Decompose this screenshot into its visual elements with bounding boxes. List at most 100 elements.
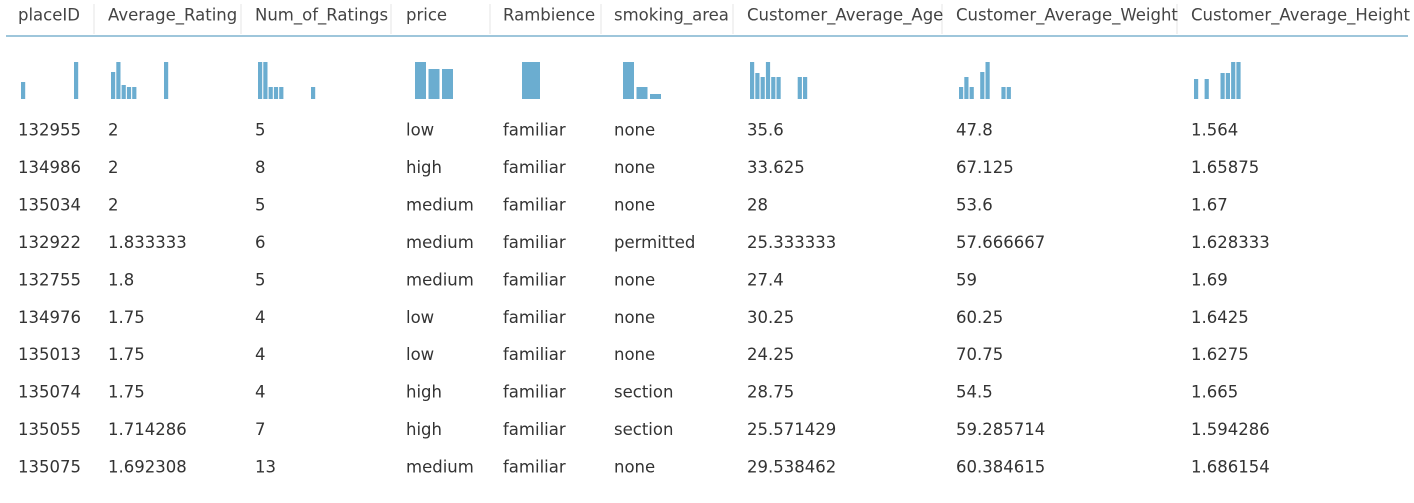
histogram-bar [415,62,426,99]
cell: none [614,121,655,140]
cell: 4 [255,345,266,364]
histogram-bar [776,77,781,99]
histogram-bar [442,69,453,99]
cell: 135034 [18,195,81,214]
cell: 27.4 [747,270,784,289]
column-header: Customer_Average_Height [1191,6,1410,26]
cell: 6 [255,233,266,252]
histogram-bar [126,87,132,99]
column-header: price [406,6,447,25]
cell: 1.65875 [1191,158,1259,177]
cell: 24.25 [747,345,794,364]
cell: familiar [503,420,566,439]
cell: medium [406,233,474,252]
cell: 1.692308 [108,458,187,477]
cell: high [406,158,442,177]
cell: high [406,420,442,439]
cell: 29.538462 [747,458,836,477]
cell: none [614,270,655,289]
cell: 1.8 [108,270,134,289]
histogram-bar [111,72,116,99]
histogram-bar [1236,62,1241,99]
cell: 25.333333 [747,233,836,252]
cell: 1.67 [1191,195,1228,214]
cell: 1.75 [108,308,145,327]
histogram-bar [636,87,648,99]
cell: medium [406,195,474,214]
histogram-bar [311,87,316,99]
cell: 1.628333 [1191,233,1270,252]
histogram-bar [959,87,964,99]
cell: 4 [255,308,266,327]
histogram-bar [771,77,776,99]
cell: 1.833333 [108,233,187,252]
histogram-bar [273,87,279,99]
histogram-bar [1006,87,1011,99]
cell: low [406,121,434,140]
column-header: Num_of_Ratings [255,6,388,26]
cell: 135013 [18,345,81,364]
histogram-bar [760,77,765,99]
histogram-bar [1220,73,1225,99]
histogram-bar [969,87,974,99]
cell: 28.75 [747,383,794,402]
cell: 59.285714 [956,420,1045,439]
cell: none [614,308,655,327]
histogram-bar [164,62,169,99]
cell: 2 [108,158,119,177]
column-header: Customer_Average_Weight [956,6,1178,26]
cell: familiar [503,458,566,477]
cell: familiar [503,121,566,140]
cell: 60.384615 [956,458,1045,477]
cell: 2 [108,195,119,214]
cell: 135074 [18,383,81,402]
column-header: Customer_Average_Age [747,6,943,26]
histogram-bar [74,62,79,99]
histogram-bar [980,72,985,99]
histogram-bar [132,87,137,99]
cell: 53.6 [956,195,993,214]
cell: familiar [503,345,566,364]
cell: 1.6425 [1191,308,1249,327]
cell: 47.8 [956,121,993,140]
histogram-bar [116,62,121,99]
cell: familiar [503,233,566,252]
cell: 2 [108,121,119,140]
cell: 70.75 [956,345,1003,364]
cell: 134986 [18,158,81,177]
cell: 1.665 [1191,383,1238,402]
histogram-bar [1194,79,1199,99]
histogram-bar [428,69,440,99]
cell: none [614,458,655,477]
histogram-bar [765,62,771,99]
cell: 57.666667 [956,233,1045,252]
cell: 132922 [18,233,81,252]
cell: 5 [255,121,266,140]
cell: 13 [255,458,276,477]
cell: 60.25 [956,308,1003,327]
cell: 1.686154 [1191,458,1270,477]
cell: 5 [255,270,266,289]
cell: medium [406,270,474,289]
cell: 25.571429 [747,420,836,439]
cell: low [406,345,434,364]
cell: low [406,308,434,327]
cell: 135075 [18,458,81,477]
histogram-bar [522,62,540,99]
cell: 5 [255,195,266,214]
column-header: smoking_area [614,6,729,26]
histogram-bar [1204,79,1209,99]
cell: 1.69 [1191,270,1228,289]
histogram-bar [650,94,661,99]
cell: 54.5 [956,383,993,402]
histogram-bar [263,62,268,99]
cell: 33.625 [747,158,805,177]
cell: 134976 [18,308,81,327]
cell: familiar [503,195,566,214]
cell: familiar [503,383,566,402]
cell: 132955 [18,121,81,140]
cell: high [406,383,442,402]
cell: none [614,158,655,177]
